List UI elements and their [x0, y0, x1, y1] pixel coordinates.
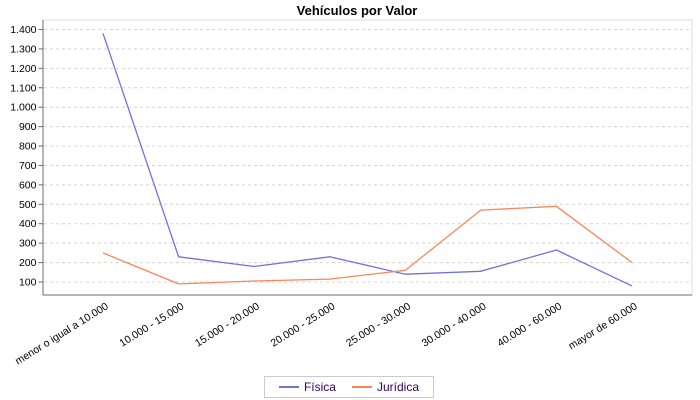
y-tick-label: 1.100 — [10, 82, 36, 94]
y-tick-label: 1.300 — [10, 43, 36, 55]
series-line-fisica — [102, 33, 633, 287]
series-line-juridica — [102, 205, 633, 285]
chart-title: Vehículos por Valor — [296, 3, 418, 18]
x-category-label: 25.000 - 30.000 — [344, 300, 413, 349]
y-tick-label: 600 — [19, 179, 37, 191]
juridica-line-swatch-icon — [351, 386, 372, 388]
legend-item-fisica: Física — [278, 380, 336, 394]
y-tick-label: 800 — [19, 141, 37, 153]
x-category-label: 10.000 - 15.000 — [117, 300, 186, 349]
fisica-line-swatch-icon — [278, 386, 299, 388]
y-tick-label: 1.400 — [10, 24, 36, 36]
y-tick-label: 1.000 — [10, 102, 36, 114]
x-category-label: 40.000 - 60.000 — [495, 300, 564, 349]
x-category-label: 20.000 - 25.000 — [269, 300, 338, 349]
x-category-label: 15.000 - 20.000 — [193, 300, 262, 349]
y-tick-label: 100 — [19, 277, 37, 289]
y-tick-label: 400 — [19, 218, 37, 230]
legend-item-juridica: Jurídica — [351, 380, 420, 394]
y-tick-label: 200 — [19, 257, 37, 269]
legend-label-fisica: Física — [303, 380, 336, 394]
x-category-label: mayor de 60.000 — [566, 300, 639, 352]
legend-label-juridica: Jurídica — [376, 380, 420, 394]
y-tick-label: 300 — [19, 238, 37, 250]
y-tick-label: 700 — [19, 160, 37, 172]
y-tick-label: 1.200 — [10, 63, 36, 75]
x-category-label: menor o igual a 10.000 — [13, 300, 111, 367]
y-tick-label: 500 — [19, 199, 37, 211]
plot-border — [42, 19, 693, 296]
x-category-label: 30.000 - 40.000 — [420, 300, 489, 349]
legend: Física Jurídica — [263, 376, 435, 398]
y-tick-label: 900 — [19, 121, 37, 133]
